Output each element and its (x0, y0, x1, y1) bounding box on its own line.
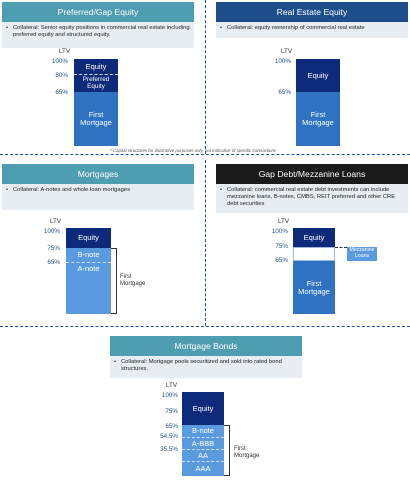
ltv-header: LTV (281, 48, 293, 55)
description-text: Collateral: Mortgage pools securitized a… (121, 359, 282, 372)
ltv-label: 65% (278, 89, 291, 96)
a-note-block: A-note (66, 262, 111, 314)
a-bbb-block: A-BBB (182, 437, 224, 449)
aaa-block: AAA (182, 461, 224, 476)
ltv-header: LTV (166, 382, 178, 389)
ltv-header: LTV (50, 218, 62, 225)
first-mortgage-block: First Mortgage (296, 92, 340, 146)
bullet: • (220, 25, 223, 31)
mezzanine-slot (293, 247, 335, 261)
first-mortgage-brace (224, 425, 230, 476)
ltv-label: 100% (43, 228, 60, 235)
equity-block: Equity (182, 392, 224, 425)
ltv-label: 100% (274, 58, 291, 65)
bullet: • (6, 25, 9, 31)
preferred-equity-block: Preferred Equity (74, 74, 118, 92)
panel-title: Mortgage Bonds (110, 336, 302, 356)
ltv-label: 100% (271, 228, 288, 235)
ltv-label: 65% (165, 423, 178, 430)
first-mortgage-brace (111, 248, 117, 314)
ltv-label: 54.5% (160, 433, 178, 440)
description-text: Collateral: Senior equity positions in c… (13, 25, 190, 38)
equity-block: Equity (66, 228, 111, 248)
panel-description: • Collateral: Mortgage pools securitized… (110, 356, 302, 378)
panel-title: Preferred/Gap Equity (2, 2, 194, 22)
ltv-header: LTV (59, 48, 71, 55)
bullet: • (6, 187, 9, 193)
bullet: • (114, 359, 117, 365)
ltv-label: 65% (55, 89, 68, 96)
ltv-header: LTV (278, 218, 290, 225)
bullet: • (220, 187, 223, 193)
b-note-block: B-note (66, 248, 111, 262)
panel-description: • Collateral: Senior equity positions in… (2, 22, 194, 48)
mezzanine-loans-block: Mezzanine Loans (347, 247, 377, 261)
brace-label: First Mortgage (120, 274, 146, 287)
separator-vertical-middle (205, 160, 206, 326)
equity-block: Equity (74, 59, 118, 74)
separator-vertical-top (205, 0, 206, 154)
description-text: Collateral: A-notes and whole loan mortg… (13, 187, 130, 193)
description-text: Collateral: equity ownership of commerci… (227, 25, 365, 31)
ltv-label: 75% (165, 408, 178, 415)
brace-label: First Mortgage (234, 446, 260, 459)
panel-title: Mortgages (2, 164, 194, 184)
ltv-label: 35.5% (160, 446, 178, 453)
equity-block: Equity (293, 228, 335, 247)
illustrative-footnote: * Capital structures for illustrative pu… (110, 148, 277, 153)
first-mortgage-block: First Mortgage (293, 261, 335, 314)
panel-description: • Collateral: A-notes and whole loan mor… (2, 184, 194, 210)
ltv-label: 80% (55, 72, 68, 79)
b-note-block: B-note (182, 425, 224, 437)
ltv-label: 100% (161, 392, 178, 399)
ltv-label: 65% (47, 259, 60, 266)
panel-description: • Collateral: equity ownership of commer… (216, 22, 408, 38)
description-text: Collateral: commercial real estate debt … (227, 187, 396, 207)
ltv-label: 75% (47, 245, 60, 252)
ltv-label: 100% (51, 58, 68, 65)
panel-title: Gap Debt/Mezzanine Loans (216, 164, 408, 184)
equity-block: Equity (296, 59, 340, 92)
ltv-label: 65% (275, 257, 288, 264)
aa-block: AA (182, 449, 224, 461)
first-mortgage-block: First Mortgage (74, 92, 118, 146)
ltv-label: 75% (275, 243, 288, 250)
separator-horizontal-bottom (0, 326, 410, 327)
panel-title: Real Estate Equity (216, 2, 408, 22)
separator-horizontal-top (0, 154, 410, 155)
panel-description: • Collateral: commercial real estate deb… (216, 184, 408, 213)
mezzanine-connector (335, 247, 347, 248)
